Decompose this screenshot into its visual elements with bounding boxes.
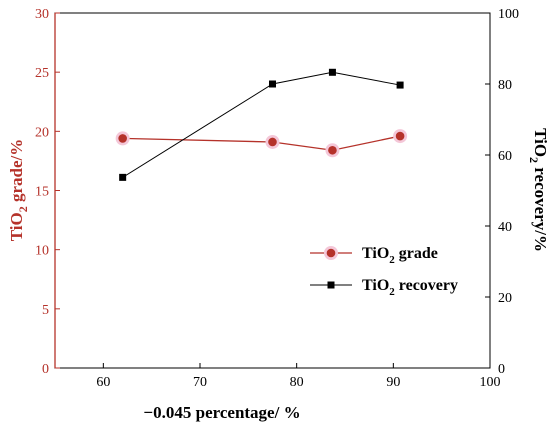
x-tick-label: 80 <box>290 375 304 390</box>
left-tick-label: 0 <box>42 362 49 377</box>
svg-text:TiO2 grade: TiO2 grade <box>362 245 438 266</box>
x-tick-label: 90 <box>386 375 400 390</box>
axis-ticks: 0 5 10 15 20 25 30 0 20 40 60 80 100 60 70 80 90 100 <box>35 7 519 390</box>
grade-point <box>268 137 277 147</box>
grade-point <box>395 131 405 141</box>
legend-label-recovery-main: TiO <box>362 277 389 294</box>
right-tick-label: 60 <box>498 149 512 164</box>
right-tick-label: 0 <box>498 362 505 377</box>
recovery-point <box>119 173 127 181</box>
grade-point <box>118 134 127 143</box>
series-grade <box>115 129 408 158</box>
series-recovery <box>119 68 404 181</box>
legend-marker-recovery <box>327 281 335 289</box>
recovery-point <box>269 80 276 88</box>
grade-point <box>328 145 337 155</box>
right-axis-title-sub: 2 <box>527 157 541 163</box>
legend-label-grade-rest: grade <box>395 245 438 262</box>
right-tick-label: 20 <box>498 291 512 306</box>
legend-item-recovery: TiO2 recovery <box>310 277 458 298</box>
x-axis-title: −0.045 percentage/ % <box>143 403 300 422</box>
left-tick-label: 15 <box>35 185 49 200</box>
left-axis-title-main: TiO <box>7 212 26 241</box>
left-tick-label: 20 <box>35 125 49 140</box>
legend-label-recovery-sub: 2 <box>389 286 395 298</box>
series-line-recovery <box>122 71 401 178</box>
legend-label-grade-sub: 2 <box>389 254 395 266</box>
right-tick-label: 100 <box>498 7 519 22</box>
left-axis-title: TiO2 grade/% <box>7 139 30 242</box>
series-line-grade <box>122 135 401 151</box>
legend-label-grade-main: TiO <box>362 245 389 262</box>
right-axis-title-rest: recovery/% <box>531 163 550 252</box>
right-axis-title: TiO2 recovery/% <box>527 128 550 252</box>
plot-area-frame <box>54 12 491 369</box>
left-tick-label: 10 <box>35 244 49 259</box>
legend-item-grade: TiO2 grade <box>310 245 438 266</box>
svg-text:TiO2 recovery: TiO2 recovery <box>362 277 458 298</box>
legend-label-recovery-rest: recovery <box>395 277 458 294</box>
left-tick-label: 30 <box>35 7 49 22</box>
right-axis-title-main: TiO <box>531 128 550 157</box>
legend: TiO2 grade TiO2 recovery <box>310 245 458 298</box>
left-axis-title-rest: grade/% <box>7 139 26 207</box>
left-axis-title-sub: 2 <box>16 206 30 212</box>
x-tick-label: 60 <box>96 375 110 390</box>
recovery-point <box>396 81 404 89</box>
left-tick-label: 5 <box>42 303 49 318</box>
left-tick-label: 25 <box>35 66 49 81</box>
recovery-point <box>328 68 336 76</box>
x-tick-label: 100 <box>480 375 501 390</box>
right-tick-label: 80 <box>498 78 512 93</box>
right-tick-label: 40 <box>498 220 512 235</box>
x-tick-label: 70 <box>193 375 207 390</box>
